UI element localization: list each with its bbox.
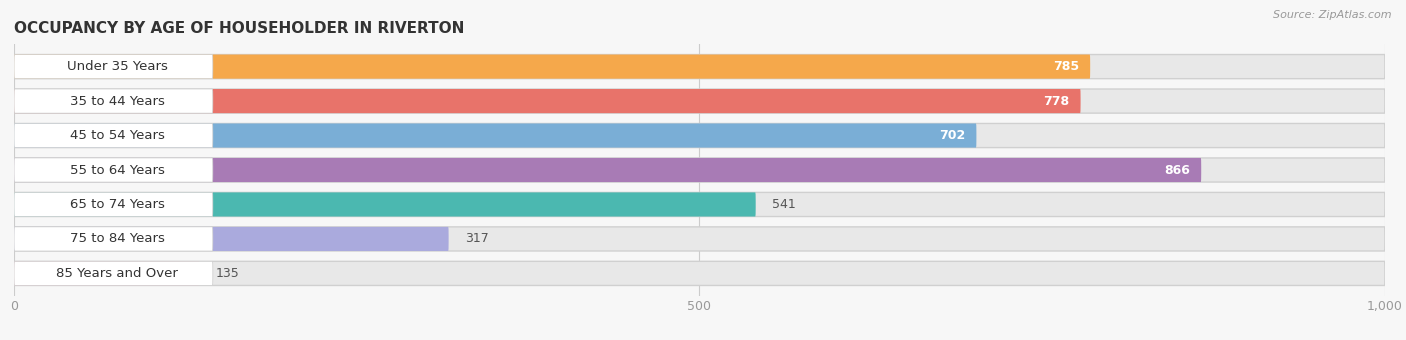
Text: 85 Years and Over: 85 Years and Over [56, 267, 179, 280]
FancyBboxPatch shape [14, 261, 212, 286]
Text: Under 35 Years: Under 35 Years [67, 60, 167, 73]
FancyBboxPatch shape [14, 227, 1385, 251]
FancyBboxPatch shape [14, 158, 1385, 182]
Text: 135: 135 [215, 267, 239, 280]
Text: 45 to 54 Years: 45 to 54 Years [70, 129, 165, 142]
FancyBboxPatch shape [14, 123, 212, 148]
FancyBboxPatch shape [14, 227, 449, 251]
Text: 65 to 74 Years: 65 to 74 Years [70, 198, 165, 211]
FancyBboxPatch shape [14, 261, 200, 286]
FancyBboxPatch shape [14, 54, 1385, 79]
Text: OCCUPANCY BY AGE OF HOUSEHOLDER IN RIVERTON: OCCUPANCY BY AGE OF HOUSEHOLDER IN RIVER… [14, 21, 464, 36]
FancyBboxPatch shape [14, 54, 212, 79]
Text: 778: 778 [1043, 95, 1070, 107]
FancyBboxPatch shape [14, 89, 212, 113]
FancyBboxPatch shape [14, 158, 1201, 182]
FancyBboxPatch shape [14, 54, 1090, 79]
Text: 866: 866 [1164, 164, 1191, 176]
Text: 317: 317 [465, 233, 489, 245]
FancyBboxPatch shape [14, 123, 976, 148]
Text: 75 to 84 Years: 75 to 84 Years [70, 233, 165, 245]
FancyBboxPatch shape [14, 89, 1385, 113]
Text: 35 to 44 Years: 35 to 44 Years [70, 95, 165, 107]
FancyBboxPatch shape [14, 192, 755, 217]
FancyBboxPatch shape [14, 158, 212, 182]
Text: 55 to 64 Years: 55 to 64 Years [70, 164, 165, 176]
FancyBboxPatch shape [14, 227, 212, 251]
FancyBboxPatch shape [14, 89, 1081, 113]
FancyBboxPatch shape [14, 192, 1385, 217]
FancyBboxPatch shape [14, 192, 212, 217]
Text: 541: 541 [772, 198, 796, 211]
FancyBboxPatch shape [14, 123, 1385, 148]
Text: 702: 702 [939, 129, 966, 142]
Text: Source: ZipAtlas.com: Source: ZipAtlas.com [1274, 10, 1392, 20]
Text: 785: 785 [1053, 60, 1080, 73]
FancyBboxPatch shape [14, 261, 1385, 286]
